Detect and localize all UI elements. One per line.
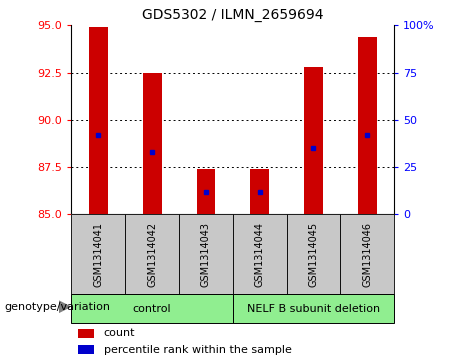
Bar	[179, 214, 233, 294]
Bar	[196, 169, 215, 214]
Text: GSM1314042: GSM1314042	[147, 221, 157, 287]
Text: GSM1314044: GSM1314044	[254, 221, 265, 287]
Text: GSM1314045: GSM1314045	[308, 221, 319, 287]
Bar	[250, 169, 269, 214]
Text: percentile rank within the sample: percentile rank within the sample	[104, 344, 292, 355]
Polygon shape	[59, 301, 70, 313]
Text: GSM1314043: GSM1314043	[201, 221, 211, 287]
Bar	[78, 329, 94, 338]
Title: GDS5302 / ILMN_2659694: GDS5302 / ILMN_2659694	[142, 8, 324, 22]
Bar	[89, 27, 108, 214]
Bar	[233, 294, 394, 323]
Bar	[340, 214, 394, 294]
Bar	[287, 214, 340, 294]
Text: count: count	[104, 328, 135, 338]
Bar	[71, 294, 233, 323]
Bar	[143, 73, 161, 214]
Bar	[71, 214, 125, 294]
Text: control: control	[133, 303, 171, 314]
Text: GSM1314046: GSM1314046	[362, 221, 372, 287]
Bar	[358, 37, 377, 214]
Text: GSM1314041: GSM1314041	[93, 221, 103, 287]
Text: NELF B subunit deletion: NELF B subunit deletion	[247, 303, 380, 314]
Text: genotype/variation: genotype/variation	[5, 302, 111, 313]
Bar	[233, 214, 287, 294]
Bar	[304, 67, 323, 214]
Bar	[125, 214, 179, 294]
Bar	[78, 345, 94, 354]
